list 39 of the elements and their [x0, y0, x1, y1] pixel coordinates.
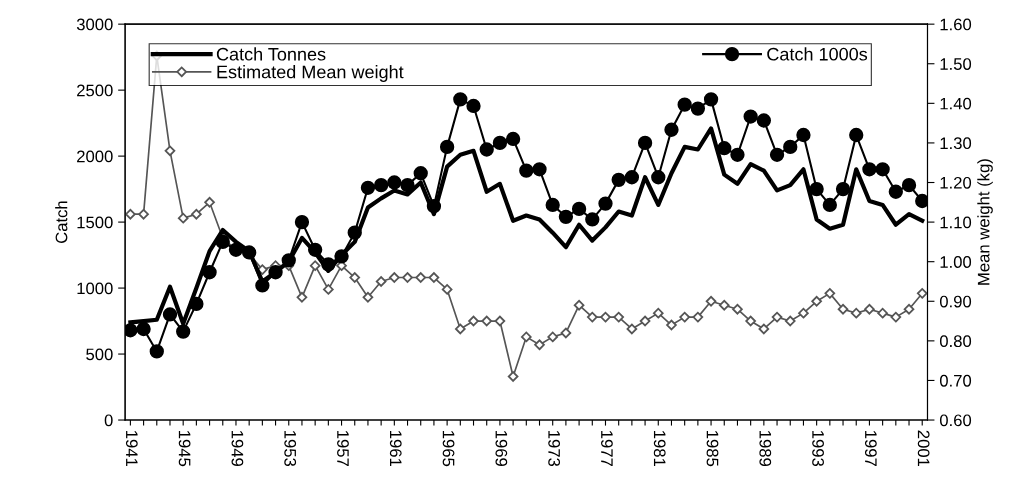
- y-tick-label: 2000: [77, 150, 113, 163]
- x-tick-label: 1993: [812, 431, 824, 467]
- y-tick-label: 2500: [77, 84, 113, 97]
- y2-tick-label: 1.60: [940, 18, 972, 31]
- y2-tick-label: 0.80: [939, 335, 972, 348]
- y2-tick-label: 0.70: [939, 374, 972, 387]
- y2-tick-label: 1.00: [940, 256, 972, 268]
- x-tick-label: 1985: [706, 431, 719, 467]
- x-tick-label: 1953: [284, 431, 297, 467]
- y-tick-label: 1000: [77, 282, 113, 295]
- y2-tick-label: 0.60: [939, 414, 972, 427]
- y-axis-title: Catch: [55, 201, 68, 244]
- y2-tick-label: 1.30: [940, 137, 972, 150]
- x-tick-label: 1973: [548, 431, 561, 467]
- y2-tick-label: 1.50: [940, 58, 972, 70]
- x-tick-label: 1961: [389, 431, 402, 467]
- x-tick-label: 1969: [495, 431, 508, 467]
- x-tick-label: 1957: [337, 431, 349, 466]
- y-tick-label: 1500: [77, 216, 113, 229]
- legend-label: Catch 1000s: [767, 47, 868, 61]
- y-tick-label: 3000: [76, 18, 113, 31]
- x-tick-label: 1965: [442, 431, 455, 467]
- x-tick-label: 1989: [759, 431, 772, 467]
- y-tick-label: 0: [104, 414, 113, 427]
- x-tick-label: 1949: [231, 431, 244, 467]
- y2-axis-title: Mean weight (kg): [977, 159, 993, 285]
- x-tick-label: 1945: [178, 431, 191, 467]
- y2-tick-label: 1.40: [940, 97, 972, 110]
- x-tick-label: 1941: [125, 431, 138, 467]
- x-tick-label: 1997: [864, 431, 877, 466]
- legend-label: Estimated Mean weight: [217, 65, 404, 82]
- x-tick-label: 1977: [601, 431, 613, 466]
- legend-label: Catch Tonnes: [216, 47, 326, 61]
- x-tick-label: 1981: [653, 431, 666, 467]
- x-tick-label: 2001: [917, 430, 930, 467]
- y-tick-label: 500: [86, 348, 113, 361]
- y2-tick-label: 1.20: [940, 176, 972, 189]
- y2-tick-label: 0.90: [939, 295, 972, 308]
- y2-tick-label: 1.10: [940, 216, 972, 229]
